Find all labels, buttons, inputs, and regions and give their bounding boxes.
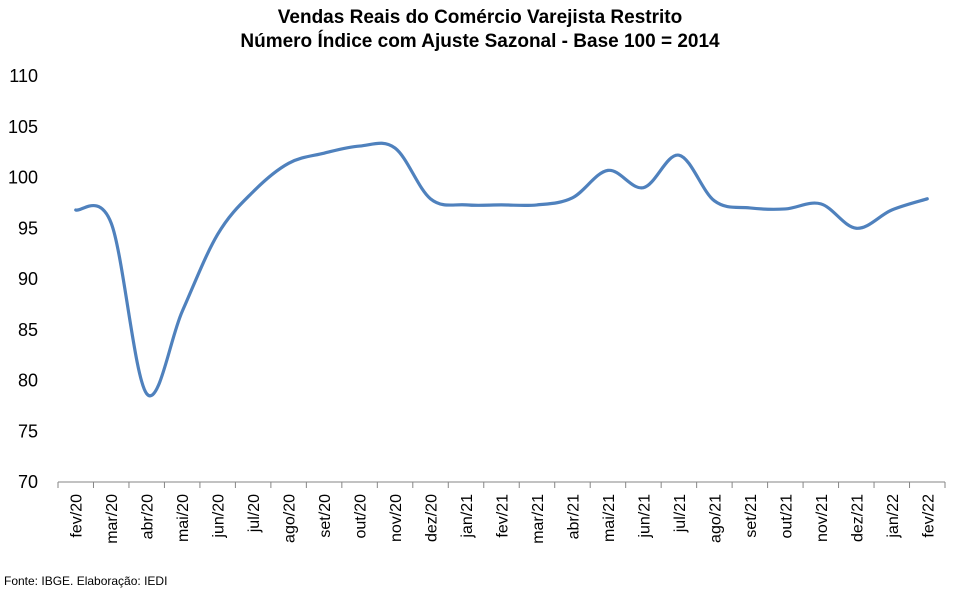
x-tick-label: abr/21	[565, 494, 582, 539]
x-tick-label: jan/22	[885, 494, 902, 539]
data-point	[571, 197, 573, 199]
x-tick-label: nov/20	[388, 494, 405, 542]
x-tick-label: out/20	[353, 494, 370, 539]
data-point	[323, 152, 325, 154]
source-note: Fonte: IBGE. Elaboração: IEDI	[4, 574, 168, 588]
data-point	[642, 187, 644, 189]
x-tick-label: fev/21	[495, 494, 512, 538]
data-point	[713, 200, 715, 202]
data-point	[394, 147, 396, 149]
y-tick-label: 100	[8, 168, 38, 188]
x-tick-label: fev/22	[920, 494, 937, 538]
x-tick-label: nov/21	[814, 494, 831, 542]
x-tick-label: jun/20	[211, 494, 228, 539]
data-point	[146, 393, 148, 395]
series-line	[74, 141, 929, 398]
x-axis: fev/20 mar/20 abr/20 mai/20 jun/20 jul/20 ago/…	[57, 481, 946, 544]
data-point	[749, 207, 751, 209]
x-tick-label: mar/21	[530, 494, 547, 544]
data-point	[288, 162, 290, 164]
data-point	[430, 198, 432, 200]
x-tick-label: mai/20	[175, 494, 192, 542]
x-tick-label: mai/21	[601, 494, 618, 542]
x-tick-label: ago/20	[282, 494, 299, 543]
data-point	[75, 209, 77, 211]
chart-title: Vendas Reais do Comércio Varejista Restr…	[277, 7, 683, 28]
y-tick-label: 105	[8, 117, 38, 137]
chart-title-block: Vendas Reais do Comércio Varejista Restr…	[0, 6, 960, 54]
y-tick-label: 75	[18, 421, 38, 441]
y-tick-label: 90	[18, 269, 38, 289]
data-point	[855, 227, 857, 229]
chart-subtitle: Número Índice com Ajuste Sazonal - Base …	[240, 31, 720, 52]
x-tick-label: dez/21	[849, 494, 866, 542]
data-point	[678, 154, 680, 156]
x-tick-label: dez/20	[424, 494, 441, 542]
x-tick-label: set/21	[743, 494, 760, 538]
series-layer	[74, 141, 929, 398]
x-tick-label: set/20	[317, 494, 334, 538]
data-point	[891, 209, 893, 211]
x-tick-label: fev/20	[69, 494, 86, 538]
y-tick-label: 95	[18, 218, 38, 238]
data-point	[110, 222, 112, 224]
y-axis: 70 75 80 85 90 95 100 105 110	[8, 66, 38, 492]
x-tick-label: jan/21	[459, 494, 476, 539]
data-point	[501, 204, 502, 206]
data-point	[252, 191, 254, 193]
x-tick-label: out/21	[778, 494, 795, 539]
y-tick-label: 70	[18, 472, 38, 492]
data-point	[607, 169, 609, 171]
y-tick-label: 80	[18, 371, 38, 391]
x-tick-label: jul/20	[246, 494, 263, 533]
data-point	[465, 204, 467, 206]
data-point	[181, 310, 183, 312]
data-point	[536, 204, 538, 206]
x-tick-label: jun/21	[636, 494, 653, 539]
x-tick-label: mar/20	[104, 494, 121, 544]
x-tick-label: abr/20	[140, 494, 157, 539]
x-tick-label: ago/21	[707, 494, 724, 543]
data-point	[359, 145, 361, 147]
data-point	[217, 233, 219, 235]
data-point	[784, 208, 786, 210]
data-point	[926, 198, 928, 200]
y-tick-label: 85	[18, 320, 38, 340]
x-tick-label: jul/21	[672, 494, 689, 533]
y-tick-label: 110	[9, 66, 38, 86]
data-point	[820, 203, 822, 205]
